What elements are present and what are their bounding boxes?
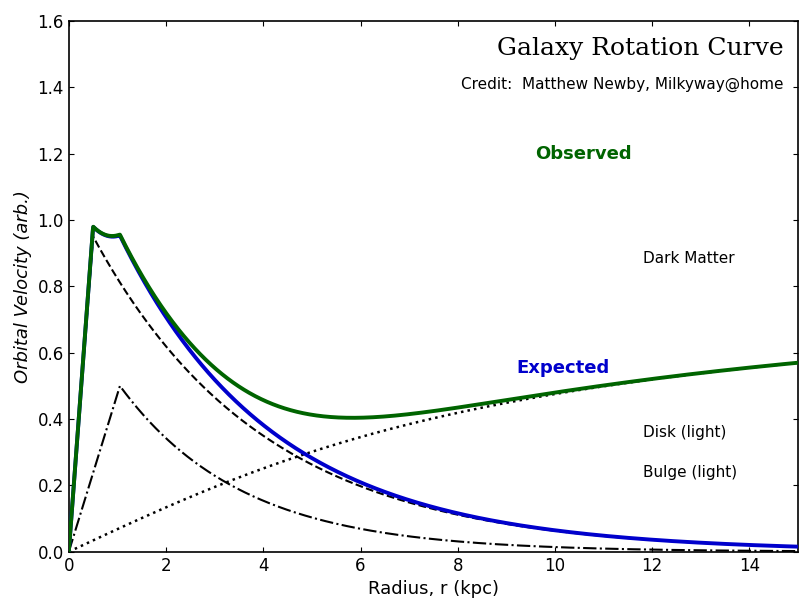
X-axis label: Radius, r (kpc): Radius, r (kpc) [367, 580, 498, 598]
Text: Dark Matter: Dark Matter [642, 251, 733, 266]
Text: Credit:  Matthew Newby, Milkyway@home: Credit: Matthew Newby, Milkyway@home [461, 76, 783, 92]
Text: Observed: Observed [535, 144, 632, 163]
Y-axis label: Orbital Velocity (arb.): Orbital Velocity (arb.) [14, 190, 32, 382]
Text: Disk (light): Disk (light) [642, 425, 725, 440]
Text: Galaxy Rotation Curve: Galaxy Rotation Curve [496, 37, 783, 60]
Text: Expected: Expected [516, 359, 608, 376]
Text: Bulge (light): Bulge (light) [642, 465, 736, 480]
